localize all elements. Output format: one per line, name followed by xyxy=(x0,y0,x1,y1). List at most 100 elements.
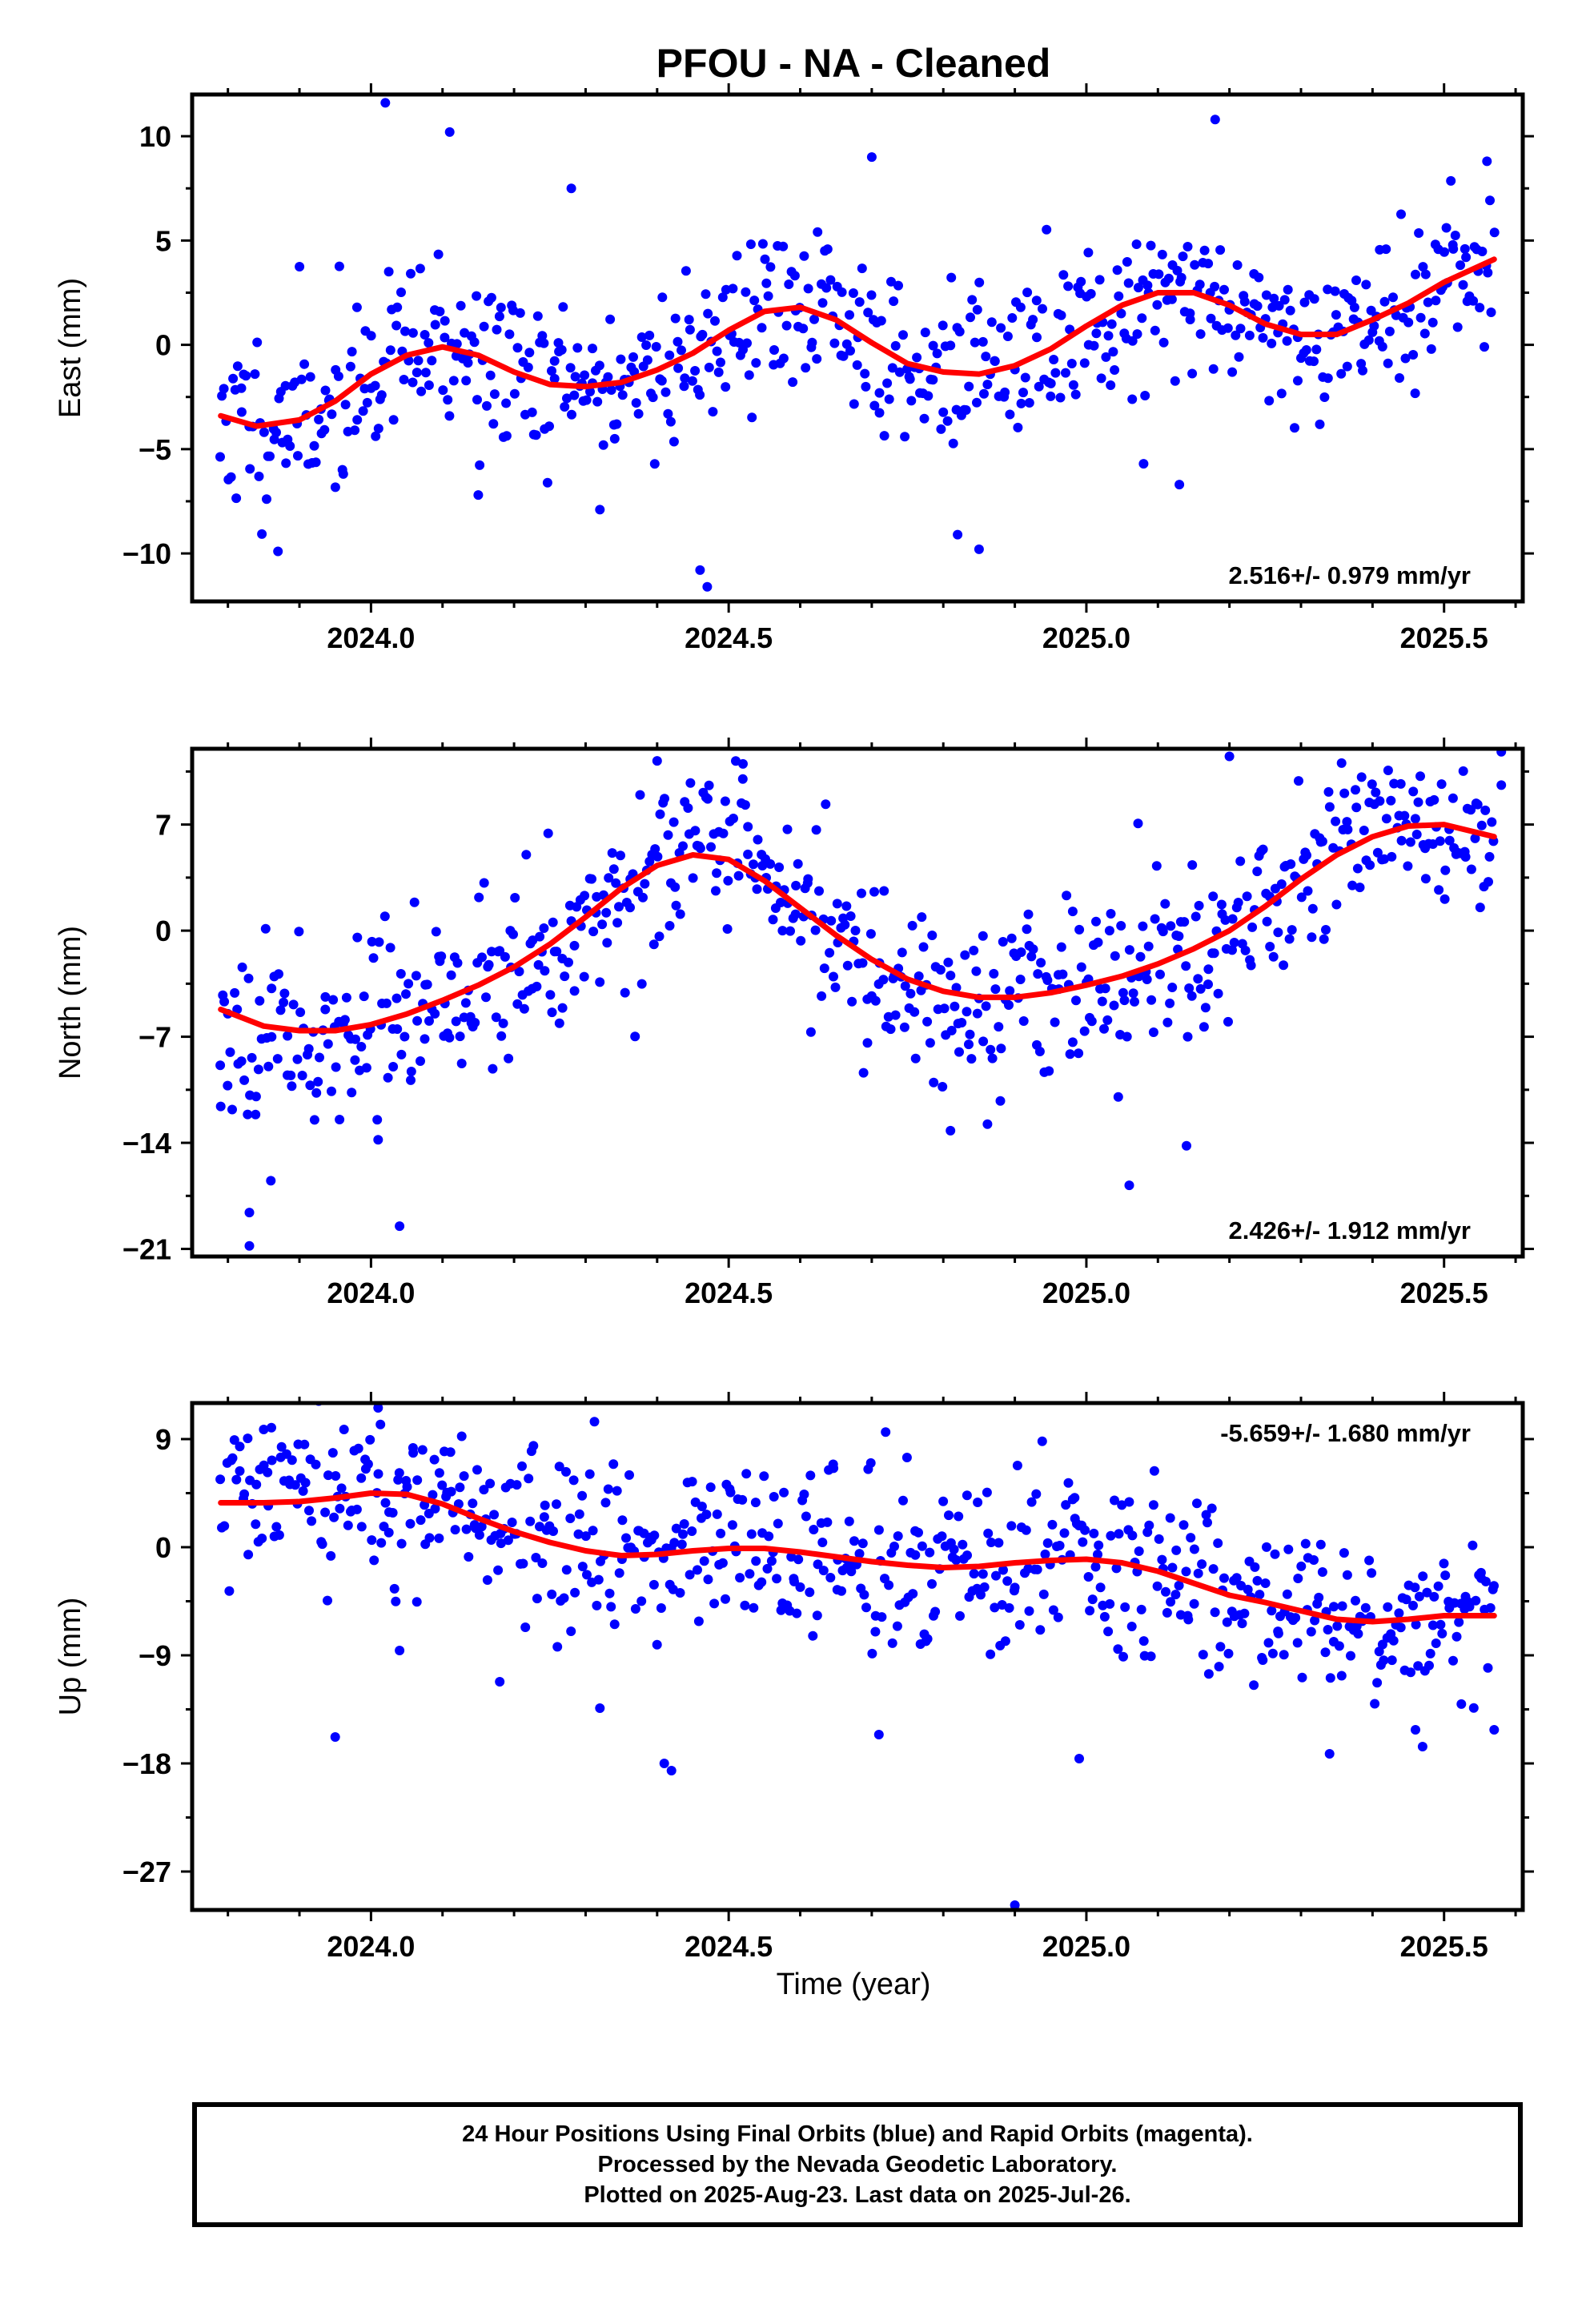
daily-position-point xyxy=(604,1588,615,1598)
daily-position-point xyxy=(601,907,612,918)
daily-position-point xyxy=(1258,844,1268,854)
daily-position-point xyxy=(913,1527,923,1538)
daily-position-point xyxy=(870,995,881,1006)
daily-position-point xyxy=(570,372,580,382)
daily-position-point xyxy=(938,407,949,417)
daily-position-point xyxy=(588,344,597,354)
daily-position-point xyxy=(1314,1592,1324,1602)
daily-position-point xyxy=(1061,368,1070,378)
daily-position-point xyxy=(925,1547,935,1558)
daily-position-point xyxy=(801,363,811,373)
daily-position-point xyxy=(757,239,768,249)
daily-position-point xyxy=(254,471,264,481)
daily-position-point xyxy=(482,400,492,411)
daily-position-point xyxy=(665,416,676,427)
daily-position-point xyxy=(562,393,572,404)
daily-position-point xyxy=(1456,1699,1467,1709)
daily-position-point xyxy=(879,886,889,896)
daily-position-point xyxy=(799,1490,809,1499)
daily-position-point xyxy=(537,331,548,341)
daily-position-point xyxy=(456,1059,467,1068)
daily-position-point xyxy=(1323,786,1334,797)
daily-position-point xyxy=(697,1502,707,1512)
daily-position-point xyxy=(1411,1619,1421,1630)
daily-position-point xyxy=(1321,925,1331,935)
daily-position-point xyxy=(611,878,621,888)
daily-position-point xyxy=(1293,1574,1303,1583)
daily-position-point xyxy=(372,1115,383,1125)
daily-position-point xyxy=(227,1104,237,1115)
daily-position-point xyxy=(251,1519,261,1530)
daily-position-point xyxy=(532,981,542,991)
daily-position-point xyxy=(589,1417,600,1427)
daily-position-point xyxy=(776,898,785,907)
daily-position-point xyxy=(1419,328,1430,339)
daily-position-point xyxy=(949,1544,959,1554)
daily-position-point xyxy=(978,931,988,941)
daily-position-point xyxy=(456,300,466,311)
daily-position-point xyxy=(685,778,696,788)
daily-position-point xyxy=(722,924,733,934)
daily-position-point xyxy=(1267,1648,1278,1659)
daily-position-point xyxy=(347,1088,357,1098)
daily-position-point xyxy=(532,1594,542,1604)
daily-position-point xyxy=(752,884,762,895)
daily-position-point xyxy=(723,875,733,886)
outlier-point xyxy=(866,152,877,163)
daily-position-point xyxy=(485,1478,496,1489)
daily-position-point xyxy=(420,368,431,378)
daily-position-point xyxy=(1067,907,1078,917)
velocity-rate-label: 2.426+/- 1.912 mm/yr xyxy=(1229,1216,1471,1244)
outlier-point xyxy=(1174,480,1185,490)
daily-position-point xyxy=(1126,1622,1137,1631)
daily-position-point xyxy=(712,1509,722,1519)
daily-position-point xyxy=(1118,987,1128,998)
y-tick-label: −18 xyxy=(122,1747,171,1780)
daily-position-point xyxy=(510,893,520,903)
daily-position-point xyxy=(309,440,319,451)
daily-position-point xyxy=(962,1490,972,1501)
daily-position-point xyxy=(329,1512,339,1522)
daily-position-point xyxy=(1040,1549,1050,1559)
daily-position-point xyxy=(1262,916,1272,927)
daily-position-point xyxy=(1189,1598,1199,1609)
daily-position-point xyxy=(444,411,455,421)
daily-position-point xyxy=(617,390,628,400)
daily-position-point xyxy=(1223,1648,1234,1659)
daily-position-point xyxy=(884,394,894,404)
daily-position-point xyxy=(456,1431,467,1441)
daily-position-point xyxy=(858,1068,869,1078)
daily-position-point xyxy=(913,971,924,981)
daily-position-point xyxy=(721,382,731,392)
daily-position-point xyxy=(801,1511,811,1522)
daily-position-point xyxy=(1068,380,1078,390)
daily-position-point xyxy=(1464,1602,1475,1612)
daily-position-point xyxy=(679,381,689,392)
daily-position-point xyxy=(1158,927,1168,937)
daily-position-point xyxy=(869,400,880,411)
daily-position-point xyxy=(753,834,763,845)
daily-position-point xyxy=(385,345,396,356)
daily-position-point xyxy=(867,1648,877,1659)
daily-position-point xyxy=(817,298,828,308)
daily-position-point xyxy=(936,424,946,434)
daily-position-point xyxy=(986,317,997,328)
daily-position-point xyxy=(463,358,473,368)
daily-position-point xyxy=(1470,833,1480,843)
daily-position-point xyxy=(1182,1031,1193,1042)
daily-position-point xyxy=(1429,794,1439,805)
y-axis-title: North (mm) xyxy=(54,926,87,1080)
daily-position-point xyxy=(531,430,541,440)
daily-position-point xyxy=(869,887,879,897)
daily-position-point xyxy=(1444,835,1455,846)
daily-position-point xyxy=(327,409,337,420)
daily-position-point xyxy=(1489,227,1500,238)
daily-position-point xyxy=(1024,1606,1034,1616)
daily-position-point xyxy=(366,331,376,341)
outlier-point xyxy=(566,183,576,194)
daily-position-point xyxy=(761,278,772,288)
daily-position-point xyxy=(1431,1638,1441,1648)
daily-position-point xyxy=(1055,392,1066,403)
daily-position-point xyxy=(1123,278,1134,288)
daily-position-point xyxy=(1053,1612,1063,1622)
